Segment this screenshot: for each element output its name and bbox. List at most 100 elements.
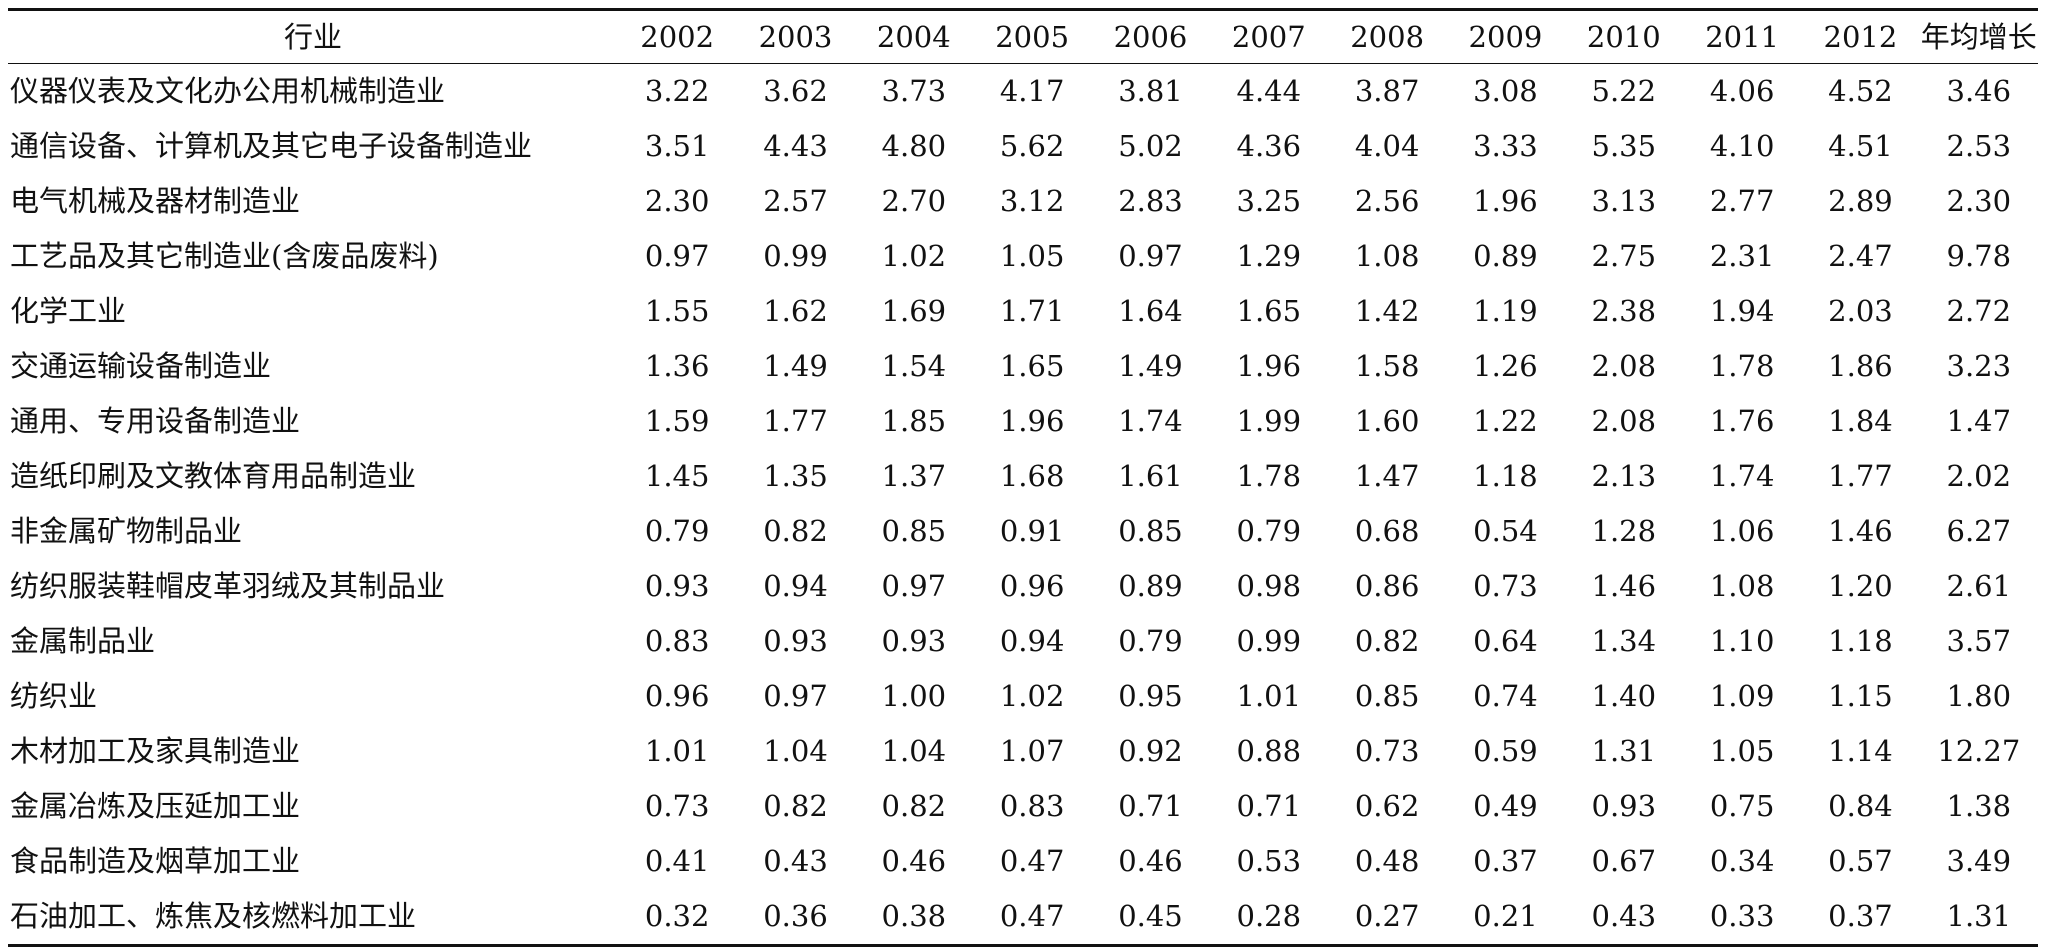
avg-growth-cell: 1.31 [1946, 899, 2012, 933]
value-cell: 0.82 [1354, 624, 1420, 658]
value-cell: 1.42 [1354, 294, 1420, 328]
header-year: 2005 [995, 19, 1070, 54]
value-cell: 0.54 [1473, 514, 1538, 548]
value-cell: 1.01 [644, 734, 710, 768]
avg-growth-cell: 3.49 [1946, 844, 2012, 878]
value-cell: 2.08 [1591, 349, 1657, 383]
value-cell: 1.18 [1828, 624, 1893, 658]
value-cell: 0.47 [999, 844, 1065, 878]
value-cell: 0.37 [1473, 844, 1538, 878]
value-cell: 0.96 [644, 679, 710, 713]
value-cell: 0.79 [1236, 514, 1302, 548]
industry-name-cell: 非金属矿物制品业 [10, 514, 243, 548]
value-cell: 1.94 [1709, 294, 1775, 328]
value-cell: 3.87 [1354, 74, 1420, 108]
industry-name-cell: 金属冶炼及压延加工业 [10, 789, 301, 823]
value-cell: 1.62 [763, 294, 828, 328]
value-cell: 0.79 [1118, 624, 1183, 658]
header-year: 2006 [1113, 19, 1188, 54]
value-cell: 1.61 [1118, 459, 1183, 493]
industry-name-cell: 化学工业 [10, 294, 127, 328]
header-year: 2008 [1350, 19, 1425, 54]
value-cell: 0.27 [1354, 899, 1420, 933]
table-row: 电气机械及器材制造业 2.30 2.57 2.70 3.12 2.83 3.25 2.56 1.… [8, 174, 2038, 229]
value-cell: 1.65 [999, 349, 1065, 383]
value-cell: 1.20 [1828, 569, 1893, 603]
value-cell: 0.38 [881, 899, 947, 933]
value-cell: 4.36 [1236, 129, 1302, 163]
industry-name-cell: 造纸印刷及文教体育用品制造业 [10, 459, 417, 493]
value-cell: 1.04 [763, 734, 828, 768]
table-row: 化学工业 1.55 1.62 1.69 1.71 1.64 1.65 1.42 1.19 2.38… [8, 284, 2038, 339]
value-cell: 0.36 [763, 899, 828, 933]
value-cell: 1.49 [763, 349, 828, 383]
value-cell: 1.65 [1236, 294, 1302, 328]
value-cell: 0.91 [999, 514, 1065, 548]
industry-name-cell: 仪器仪表及文化办公用机械制造业 [10, 74, 446, 108]
value-cell: 0.94 [999, 624, 1065, 658]
value-cell: 0.74 [1473, 679, 1538, 713]
table-header: 行业 2002 2003 2004 2005 2006 2007 2008 2009 2010 20… [8, 9, 2038, 64]
value-cell: 0.71 [1236, 789, 1302, 823]
value-cell: 3.51 [644, 129, 710, 163]
value-cell: 1.77 [1828, 459, 1893, 493]
value-cell: 1.96 [1236, 349, 1302, 383]
value-cell: 0.85 [1118, 514, 1183, 548]
value-cell: 2.77 [1709, 184, 1775, 218]
value-cell: 2.56 [1354, 184, 1420, 218]
value-cell: 0.82 [763, 514, 828, 548]
value-cell: 0.46 [881, 844, 947, 878]
value-cell: 1.05 [999, 239, 1065, 273]
value-cell: 0.82 [763, 789, 828, 823]
value-cell: 3.22 [644, 74, 710, 108]
value-cell: 1.71 [999, 294, 1065, 328]
value-cell: 2.89 [1828, 184, 1893, 218]
header-avg-growth: 年均增长 [1920, 19, 2037, 54]
industry-data-table: 行业 2002 2003 2004 2005 2006 2007 2008 2009 2010 20… [8, 8, 2038, 947]
value-cell: 1.01 [1236, 679, 1302, 713]
value-cell: 1.77 [763, 404, 828, 438]
industry-name-cell: 纺织服装鞋帽皮革羽绒及其制品业 [10, 569, 446, 603]
value-cell: 0.86 [1354, 569, 1420, 603]
value-cell: 0.93 [881, 624, 947, 658]
header-year: 2009 [1468, 19, 1543, 54]
value-cell: 1.96 [999, 404, 1065, 438]
value-cell: 2.13 [1591, 459, 1657, 493]
table-row: 工艺品及其它制造业(含废品废料) 0.97 0.99 1.02 1.05 0.97 1.29… [8, 229, 2038, 284]
value-cell: 1.49 [1118, 349, 1183, 383]
value-cell: 1.29 [1236, 239, 1302, 273]
value-cell: 0.92 [1118, 734, 1183, 768]
value-cell: 0.34 [1709, 844, 1775, 878]
header-year: 2011 [1705, 19, 1780, 54]
industry-name-cell: 木材加工及家具制造业 [10, 734, 301, 768]
value-cell: 0.94 [763, 569, 828, 603]
value-cell: 0.99 [763, 239, 828, 273]
value-cell: 0.96 [999, 569, 1065, 603]
table-row: 纺织服装鞋帽皮革羽绒及其制品业 0.93 0.94 0.97 0.96 0.89 0.98 0… [8, 559, 2038, 614]
industry-name-cell: 交通运输设备制造业 [10, 349, 272, 383]
value-cell: 1.78 [1709, 349, 1775, 383]
value-cell: 1.46 [1591, 569, 1657, 603]
value-cell: 1.08 [1354, 239, 1420, 273]
value-cell: 1.78 [1236, 459, 1302, 493]
value-cell: 0.79 [644, 514, 710, 548]
value-cell: 1.26 [1473, 349, 1538, 383]
value-cell: 1.37 [881, 459, 947, 493]
value-cell: 1.55 [644, 294, 710, 328]
value-cell: 0.43 [763, 844, 828, 878]
header-year: 2012 [1823, 19, 1898, 54]
value-cell: 5.02 [1118, 129, 1183, 163]
industry-name-cell: 石油加工、炼焦及核燃料加工业 [10, 899, 417, 933]
data-table-container: 行业 2002 2003 2004 2005 2006 2007 2008 2009 2010 20… [8, 8, 2038, 947]
value-cell: 3.62 [763, 74, 828, 108]
header-year: 2007 [1231, 19, 1306, 54]
value-cell: 2.83 [1118, 184, 1183, 218]
value-cell: 1.18 [1473, 459, 1538, 493]
header-year: 2010 [1586, 19, 1661, 54]
value-cell: 0.64 [1473, 624, 1538, 658]
value-cell: 0.75 [1709, 789, 1775, 823]
value-cell: 0.62 [1354, 789, 1420, 823]
value-cell: 1.64 [1118, 294, 1183, 328]
value-cell: 1.10 [1709, 624, 1775, 658]
value-cell: 0.67 [1591, 844, 1657, 878]
